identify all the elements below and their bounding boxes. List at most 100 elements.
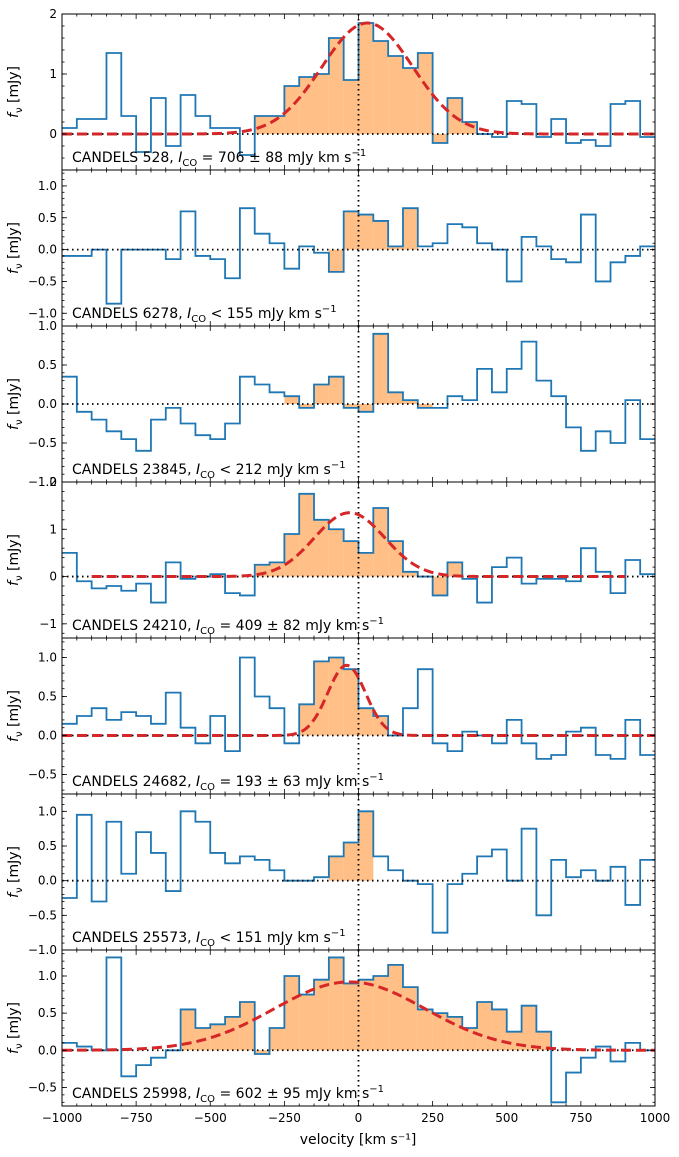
y-axis-title: fν [mJy]	[6, 378, 25, 430]
panel-label: CANDELS 25998, ICO = 602 ± 95 mJy km s−1	[72, 1084, 384, 1105]
highlight-channel	[388, 964, 403, 1051]
highlight-channel	[343, 80, 359, 134]
highlight-channel	[328, 957, 344, 1051]
panel-label: CANDELS 23845, ICO < 212 mJy km s−1	[72, 460, 346, 481]
highlight-channel	[477, 1002, 492, 1051]
highlight-channel	[239, 1002, 255, 1051]
y-axis-title: fν [mJy]	[6, 222, 25, 274]
y-axis-title: fν [mJy]	[6, 1002, 25, 1054]
highlight-channel	[299, 404, 315, 408]
panel-label: CANDELS 24210, ICO = 409 ± 82 mJy km s−1	[72, 616, 384, 637]
y-tick-label: 0.5	[38, 211, 57, 225]
highlight-channel	[343, 541, 359, 577]
y-tick-label: 1.0	[38, 969, 57, 983]
highlight-channel	[417, 1009, 433, 1051]
highlight-channel	[284, 976, 300, 1051]
shared-x-axis: −1000 −750 −500 −250 0 250 500 750 1000	[42, 1111, 671, 1125]
y-tick-label: 0.5	[38, 839, 57, 853]
spectrum-step-line	[62, 492, 655, 604]
y-tick-label: −1.0	[28, 943, 57, 957]
panel-3: −1.0 −0.5 0.0 0.5 1.0 fν [mJy] CANDELS 23845, …	[6, 319, 656, 489]
highlight-channel	[299, 493, 315, 577]
highlight-channel	[358, 404, 374, 412]
x-tick-label: −750	[120, 1111, 153, 1125]
panel-plot-area	[62, 14, 655, 170]
highlight-channel	[314, 384, 329, 404]
panel-5: −0.5 0.0 0.5 1.0 fν [mJy] CANDELS 24682, ICO …	[6, 637, 656, 795]
y-tick-label: 0.5	[38, 1006, 57, 1020]
y-tick-label: 0.0	[38, 397, 57, 411]
highlight-channel	[254, 1050, 270, 1054]
y-axis-title: fν [mJy]	[6, 846, 25, 898]
highlight-channel	[536, 1031, 552, 1051]
x-tick-label: −250	[268, 1111, 301, 1125]
highlight-channel	[521, 1005, 537, 1051]
highlight-channel	[402, 208, 418, 250]
highlight-channel	[299, 704, 315, 736]
panel-plot-area	[62, 950, 655, 1106]
panel-plot-area	[62, 326, 655, 482]
y-tick-label: 0.0	[38, 729, 57, 743]
spectrum-step-line	[62, 22, 655, 156]
panel-plot-area	[62, 638, 655, 794]
highlight-channel	[373, 333, 389, 404]
y-axis-title: fν [mJy]	[6, 534, 25, 586]
highlight-channel	[388, 541, 403, 577]
x-axis-title: velocity [km s⁻¹]	[300, 1132, 417, 1148]
x-tick-label: 1000	[640, 1111, 671, 1125]
highlight-channel	[417, 404, 433, 408]
panel-label: CANDELS 25573, ICO < 151 mJy km s−1	[72, 928, 346, 949]
y-tick-label: 1.0	[38, 179, 57, 193]
y-tick-label: 1.0	[38, 651, 57, 665]
highlight-channel	[417, 53, 433, 134]
gaussian-fit-curve	[62, 980, 655, 1052]
panel-label: CANDELS 6278, ICO < 155 mJy km s−1	[72, 304, 337, 325]
highlight-channel	[343, 404, 359, 408]
highlight-channel	[210, 1024, 226, 1051]
panel-plot-area	[62, 170, 655, 326]
y-tick-label: 0	[49, 127, 57, 141]
highlight-channel	[402, 400, 418, 404]
y-tick-label: 1	[49, 67, 57, 81]
highlight-channel	[506, 1031, 522, 1051]
highlight-channel	[358, 979, 374, 1051]
highlight-channel	[284, 86, 300, 134]
highlight-channel	[314, 74, 329, 134]
x-tick-label: −500	[194, 1111, 227, 1125]
y-tick-label: 0.5	[38, 358, 57, 372]
highlight-channel	[358, 552, 374, 577]
spectrum-step-line	[62, 332, 655, 452]
x-tick-label: 250	[421, 1111, 444, 1125]
highlight-channel	[299, 77, 315, 134]
panel-6: −1.0 −0.5 0.0 0.5 1.0 fν [mJy] CANDELS 25573, …	[6, 793, 656, 957]
highlight-channel	[343, 983, 359, 1051]
y-tick-label: −0.5	[28, 274, 57, 288]
y-tick-label: 2	[49, 475, 57, 489]
y-tick-label: 2	[49, 7, 57, 21]
panel-1: 0 1 2 fν [mJy] CANDELS 528, ICO = 706 ± 88 m…	[6, 7, 656, 171]
y-tick-label: −1.0	[28, 306, 57, 320]
y-tick-label: −0.5	[28, 908, 57, 922]
gaussian-fit-curve	[91, 511, 626, 579]
highlight-channel	[299, 994, 315, 1051]
highlight-channel	[254, 564, 270, 577]
highlight-channel	[373, 716, 389, 736]
highlight-channel	[180, 1009, 196, 1051]
x-tick-label: 0	[355, 1111, 363, 1125]
panel-label: CANDELS 528, ICO = 706 ± 88 mJy km s−1	[72, 148, 366, 169]
x-tick-label: 750	[569, 1111, 592, 1125]
highlight-channel	[284, 396, 300, 404]
highlight-channel	[269, 1028, 285, 1051]
spectrum-step-line	[62, 207, 655, 305]
highlight-channel	[328, 376, 344, 404]
highlight-channel	[328, 249, 344, 272]
y-tick-label: 1.0	[38, 319, 57, 333]
highlight-channel	[491, 1009, 507, 1051]
highlight-channel	[388, 246, 403, 250]
y-axis-title: fν [mJy]	[6, 66, 25, 118]
panel-7: −0.5 0.0 0.5 1.0 fν [mJy] CANDELS 25998, ICO …	[6, 949, 656, 1107]
highlight-channel	[402, 571, 418, 577]
highlight-channel	[388, 56, 403, 134]
highlight-channel	[328, 856, 344, 881]
